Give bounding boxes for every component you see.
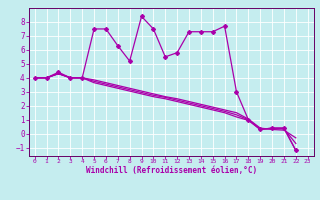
X-axis label: Windchill (Refroidissement éolien,°C): Windchill (Refroidissement éolien,°C) (86, 166, 257, 175)
